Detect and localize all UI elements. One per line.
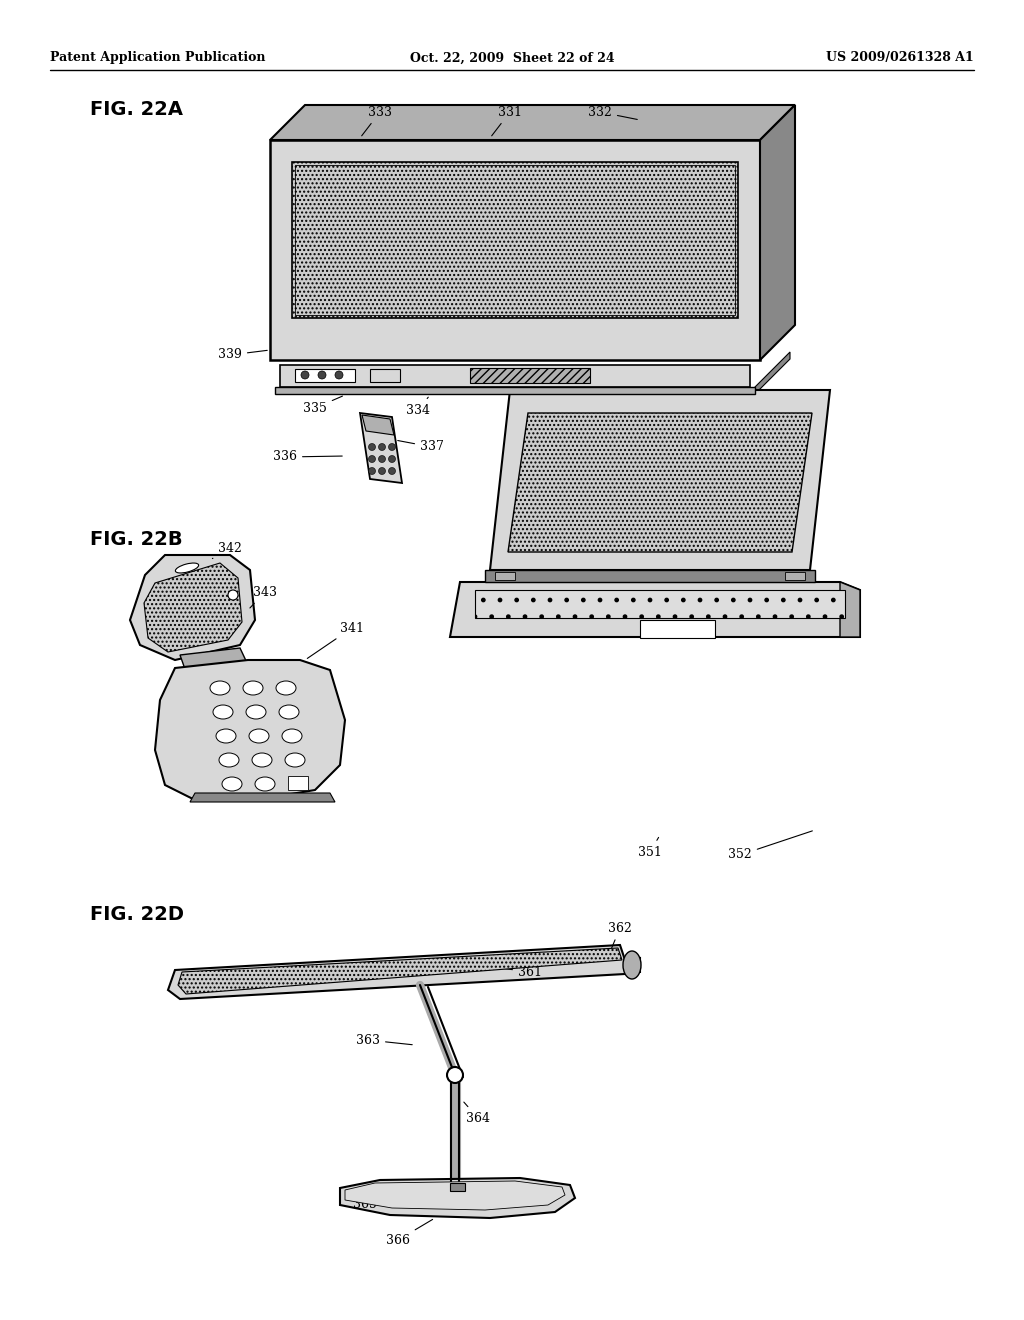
Bar [292, 162, 738, 318]
Bar [640, 620, 715, 638]
Polygon shape [508, 413, 812, 552]
Circle shape [379, 467, 385, 474]
Text: 333: 333 [361, 106, 392, 136]
Text: 336: 336 [273, 450, 342, 463]
Ellipse shape [213, 705, 233, 719]
Polygon shape [755, 352, 790, 393]
Text: Patent Application Publication: Patent Application Publication [50, 51, 265, 65]
Text: 343: 343 [250, 586, 278, 609]
Text: 362: 362 [608, 921, 632, 949]
Text: 366: 366 [386, 1220, 432, 1246]
Ellipse shape [252, 752, 272, 767]
Circle shape [379, 444, 385, 450]
Ellipse shape [276, 681, 296, 696]
Polygon shape [345, 1181, 565, 1210]
Circle shape [318, 371, 326, 379]
Text: FIG. 22C: FIG. 22C [580, 531, 672, 549]
Text: 361: 361 [503, 965, 542, 978]
Polygon shape [144, 564, 242, 652]
Polygon shape [270, 140, 760, 360]
Circle shape [301, 371, 309, 379]
Bar [475, 590, 845, 618]
Circle shape [388, 455, 395, 462]
Text: FIG. 22A: FIG. 22A [90, 100, 183, 119]
Text: 364: 364 [464, 1102, 490, 1125]
Ellipse shape [222, 777, 242, 791]
Text: 339: 339 [218, 348, 267, 362]
Circle shape [447, 1067, 463, 1082]
Ellipse shape [216, 729, 236, 743]
Ellipse shape [249, 729, 269, 743]
Text: 337: 337 [397, 441, 444, 454]
Polygon shape [178, 948, 622, 994]
Text: 342: 342 [212, 541, 242, 558]
Polygon shape [270, 106, 795, 140]
Ellipse shape [210, 681, 230, 696]
Bar [295, 165, 735, 315]
Circle shape [369, 444, 376, 450]
Bar [288, 776, 308, 789]
Text: 363: 363 [356, 1034, 413, 1047]
Bar [280, 366, 750, 387]
Ellipse shape [246, 705, 266, 719]
Polygon shape [760, 106, 795, 360]
Text: 365: 365 [353, 1196, 392, 1212]
Text: Oct. 22, 2009  Sheet 22 of 24: Oct. 22, 2009 Sheet 22 of 24 [410, 51, 614, 65]
Bar [370, 370, 400, 381]
Ellipse shape [219, 752, 239, 767]
Circle shape [369, 455, 376, 462]
Circle shape [379, 455, 385, 462]
Bar [275, 387, 755, 393]
Text: 341: 341 [307, 622, 364, 659]
Text: 332: 332 [588, 106, 637, 119]
Polygon shape [490, 389, 830, 570]
Ellipse shape [285, 752, 305, 767]
Bar [470, 368, 590, 383]
Text: FIG. 22B: FIG. 22B [90, 531, 182, 549]
Ellipse shape [255, 777, 275, 791]
Polygon shape [168, 945, 640, 999]
Ellipse shape [243, 681, 263, 696]
Bar [295, 370, 355, 381]
Polygon shape [360, 413, 402, 483]
Ellipse shape [279, 705, 299, 719]
Polygon shape [180, 648, 248, 672]
Circle shape [388, 444, 395, 450]
Ellipse shape [623, 950, 641, 979]
Ellipse shape [175, 564, 199, 573]
Polygon shape [340, 1177, 575, 1218]
Text: 334: 334 [406, 397, 430, 417]
Circle shape [388, 467, 395, 474]
Bar [450, 1183, 465, 1191]
Text: 331: 331 [492, 106, 522, 136]
Polygon shape [485, 570, 815, 582]
Polygon shape [155, 660, 345, 800]
Text: 335: 335 [303, 396, 342, 414]
Polygon shape [362, 414, 394, 436]
Text: 351: 351 [638, 837, 662, 858]
Circle shape [228, 590, 238, 601]
Text: US 2009/0261328 A1: US 2009/0261328 A1 [826, 51, 974, 65]
Ellipse shape [282, 729, 302, 743]
Bar [495, 572, 515, 579]
Text: 352: 352 [728, 830, 812, 862]
Polygon shape [130, 554, 255, 660]
Polygon shape [190, 793, 335, 803]
Circle shape [369, 467, 376, 474]
Polygon shape [450, 582, 860, 638]
Text: FIG. 22D: FIG. 22D [90, 906, 184, 924]
Bar [785, 572, 805, 579]
Polygon shape [840, 582, 860, 638]
Circle shape [335, 371, 343, 379]
Text: 338: 338 [522, 397, 547, 414]
